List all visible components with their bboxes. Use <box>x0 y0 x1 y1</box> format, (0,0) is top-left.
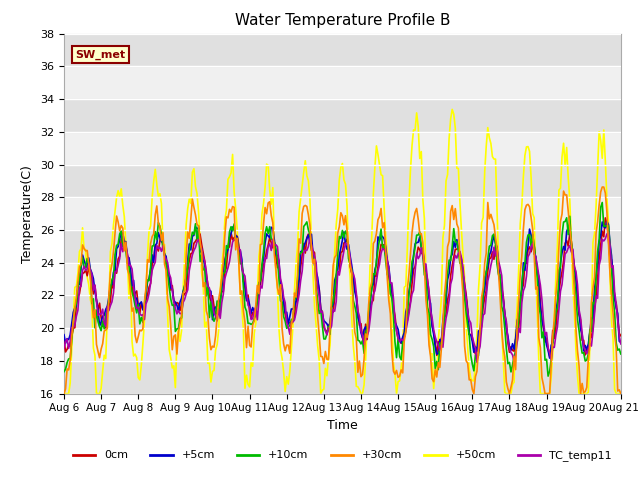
Line: TC_temp11: TC_temp11 <box>64 232 621 362</box>
+10cm <box>396 354 403 360</box>
Line: +10cm: +10cm <box>64 203 621 376</box>
Bar <box>64 165 621 197</box>
TC_temp11 <box>617 341 625 347</box>
+50cm <box>449 107 456 112</box>
+50cm <box>377 172 385 178</box>
0cm <box>602 215 609 221</box>
Text: SW_met: SW_met <box>75 50 125 60</box>
+10cm <box>544 373 552 379</box>
Y-axis label: Temperature(C): Temperature(C) <box>22 165 35 263</box>
Bar <box>64 34 621 66</box>
0cm <box>617 333 625 338</box>
X-axis label: Time: Time <box>327 419 358 432</box>
+30cm <box>617 391 625 396</box>
+50cm <box>408 143 416 149</box>
+30cm <box>377 205 385 211</box>
0cm <box>377 241 385 247</box>
+10cm <box>408 259 416 264</box>
Bar <box>64 361 621 394</box>
+5cm <box>408 272 416 278</box>
TC_temp11 <box>408 291 416 297</box>
TC_temp11 <box>164 260 172 265</box>
+5cm <box>377 233 385 239</box>
+5cm <box>396 336 403 341</box>
Bar <box>64 99 621 132</box>
TC_temp11 <box>396 339 403 345</box>
+5cm <box>617 340 625 346</box>
+5cm <box>603 218 611 224</box>
+30cm <box>60 391 68 396</box>
Bar <box>64 295 621 328</box>
+50cm <box>76 249 83 254</box>
+10cm <box>60 369 68 374</box>
Legend: 0cm, +5cm, +10cm, +30cm, +50cm, TC_temp11: 0cm, +5cm, +10cm, +30cm, +50cm, TC_temp1… <box>68 446 616 466</box>
TC_temp11 <box>473 360 481 365</box>
0cm <box>164 268 172 274</box>
TC_temp11 <box>550 345 558 350</box>
+50cm <box>617 391 625 396</box>
+30cm <box>76 264 83 270</box>
+30cm <box>164 296 172 301</box>
TC_temp11 <box>377 251 385 256</box>
+10cm <box>550 324 558 330</box>
Line: +50cm: +50cm <box>64 109 621 394</box>
Bar <box>64 230 621 263</box>
+30cm <box>598 184 606 190</box>
Line: +5cm: +5cm <box>64 221 621 358</box>
TC_temp11 <box>60 346 68 351</box>
Title: Water Temperature Profile B: Water Temperature Profile B <box>235 13 450 28</box>
Line: 0cm: 0cm <box>64 218 621 356</box>
+10cm <box>164 271 172 276</box>
+10cm <box>598 200 606 205</box>
+30cm <box>396 373 403 379</box>
0cm <box>60 336 68 342</box>
+50cm <box>396 378 403 384</box>
+50cm <box>60 391 68 396</box>
+5cm <box>164 266 172 272</box>
+30cm <box>549 333 557 338</box>
Line: +30cm: +30cm <box>64 187 621 394</box>
+30cm <box>408 230 416 236</box>
0cm <box>550 336 558 341</box>
TC_temp11 <box>605 229 612 235</box>
+5cm <box>76 282 83 288</box>
+10cm <box>76 274 83 279</box>
+5cm <box>550 324 558 329</box>
0cm <box>546 353 554 359</box>
0cm <box>76 291 83 297</box>
0cm <box>396 337 403 343</box>
+5cm <box>546 355 554 361</box>
TC_temp11 <box>76 285 83 290</box>
+50cm <box>550 312 558 317</box>
+5cm <box>60 332 68 337</box>
+10cm <box>617 351 625 357</box>
+50cm <box>164 312 172 318</box>
0cm <box>408 281 416 287</box>
+10cm <box>377 226 385 232</box>
